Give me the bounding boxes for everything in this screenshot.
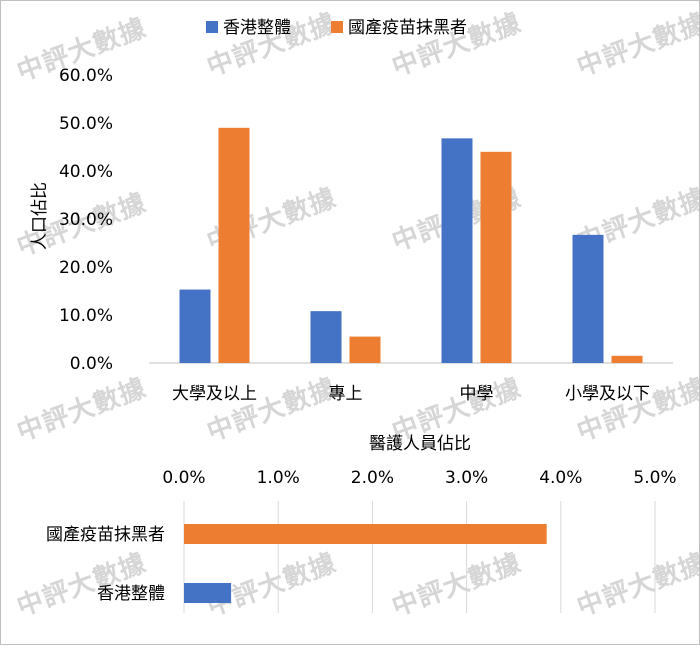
bottom-x-tick-label: 4.0% [539,468,582,488]
bottom-x-tick-label: 5.0% [633,468,676,488]
top-x-tick-label: 中學 [460,384,494,404]
top-y-tick-label: 0.0% [70,354,113,374]
top-y-tick-label: 60.0% [59,66,113,86]
top-y-tick-label: 40.0% [59,162,113,182]
legend-label-hk: 香港整體 [223,18,291,38]
bottom-y-category-label: 香港整體 [97,584,165,604]
top-y-tick-label: 50.0% [59,114,113,134]
bottom-x-tick-label: 1.0% [257,468,300,488]
top-y-axis-label: 人口佔比 [30,182,50,250]
bar-hk [441,138,473,363]
bottom-x-ticks: 0.0% 1.0% 2.0% 3.0% 4.0% 5.0% [162,468,676,488]
bar-hk [572,234,604,363]
legend-swatch-hk [206,21,218,33]
legend: 香港整體 國產疫苗抹黑者 [206,18,467,38]
bar-cn [480,151,512,363]
top-y-ticks: 0.0% 10.0% 20.0% 30.0% 40.0% 50.0% 60.0% [59,66,113,374]
bottom-bar-hk [184,583,232,603]
bar-hk [310,311,342,363]
top-bars [179,127,643,363]
top-y-tick-label: 20.0% [59,258,113,278]
top-x-tick-label: 專上 [329,384,363,404]
bar-hk [179,289,211,363]
legend-swatch-cn [331,21,343,33]
top-x-tick-label: 大學及以上 [172,384,257,404]
bottom-x-tick-label: 2.0% [351,468,394,488]
bar-cn [218,127,250,363]
bar-cn [611,355,643,363]
top-y-tick-label: 30.0% [59,210,113,230]
top-x-tick-label: 小學及以下 [565,384,650,404]
legend-label-cn: 國產疫苗抹黑者 [348,18,467,38]
bottom-x-tick-label: 0.0% [162,468,205,488]
bottom-y-category-label: 國產疫苗抹黑者 [46,525,165,545]
top-y-tick-label: 10.0% [59,306,113,326]
bottom-bars [184,524,547,603]
watermark: 中評大數據 [13,372,150,447]
bottom-bar-cn [184,524,547,544]
top-x-ticks: 大學及以上 專上 中學 小學及以下 [172,384,650,404]
watermark: 中評大數據 [573,547,699,622]
watermark: 中評大數據 [573,7,699,82]
bottom-chart-title: 醫護人員佔比 [369,434,471,454]
bottom-x-tick-label: 3.0% [445,468,488,488]
watermark: 中評大數據 [388,547,525,622]
bar-cn [349,336,381,363]
